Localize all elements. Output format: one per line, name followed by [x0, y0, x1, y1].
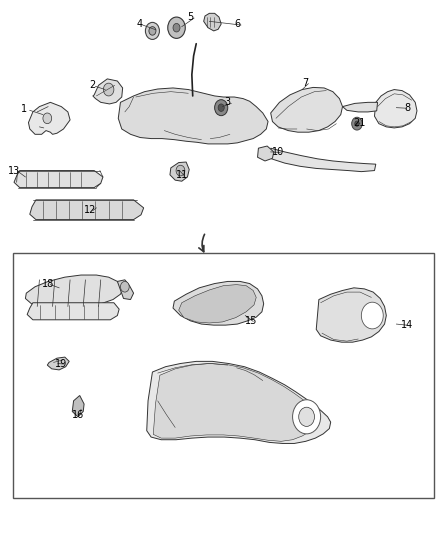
Polygon shape	[179, 285, 256, 323]
Text: 16: 16	[72, 410, 84, 419]
Circle shape	[176, 165, 185, 176]
Circle shape	[149, 27, 156, 35]
Text: 5: 5	[187, 12, 194, 22]
Text: 10: 10	[272, 147, 284, 157]
Circle shape	[352, 117, 362, 130]
Polygon shape	[271, 148, 376, 172]
Circle shape	[103, 83, 114, 96]
Text: 19: 19	[55, 359, 67, 368]
Polygon shape	[204, 13, 221, 31]
Text: 4: 4	[136, 19, 142, 29]
Bar	[13, 253, 434, 498]
Polygon shape	[147, 361, 331, 443]
Polygon shape	[47, 357, 69, 370]
Polygon shape	[153, 364, 320, 441]
Circle shape	[361, 302, 383, 329]
Polygon shape	[118, 88, 268, 144]
Polygon shape	[170, 162, 189, 181]
Polygon shape	[316, 288, 386, 342]
Text: 1: 1	[21, 104, 27, 114]
Polygon shape	[117, 280, 134, 300]
Text: 15: 15	[245, 316, 257, 326]
Polygon shape	[27, 303, 119, 320]
Polygon shape	[30, 200, 144, 220]
Polygon shape	[93, 79, 123, 104]
Text: 14: 14	[401, 320, 413, 330]
Circle shape	[168, 17, 185, 38]
Polygon shape	[173, 281, 264, 325]
Circle shape	[218, 104, 224, 111]
Polygon shape	[72, 395, 84, 417]
Text: 7: 7	[303, 78, 309, 87]
Circle shape	[120, 281, 129, 292]
Polygon shape	[374, 90, 417, 128]
Circle shape	[293, 400, 321, 434]
Text: 11: 11	[176, 170, 188, 180]
Circle shape	[215, 100, 228, 116]
Polygon shape	[28, 102, 70, 134]
Text: 12: 12	[84, 205, 96, 215]
Text: 18: 18	[42, 279, 54, 289]
Polygon shape	[271, 87, 343, 132]
Text: 6: 6	[235, 19, 241, 29]
Circle shape	[145, 22, 159, 39]
Text: 3: 3	[225, 98, 231, 107]
Text: 2: 2	[89, 80, 95, 90]
Circle shape	[299, 407, 314, 426]
Polygon shape	[258, 146, 274, 161]
Text: 13: 13	[8, 166, 20, 175]
Circle shape	[43, 113, 52, 124]
Circle shape	[173, 23, 180, 32]
Text: 8: 8	[404, 103, 410, 112]
Polygon shape	[14, 171, 103, 188]
Polygon shape	[343, 102, 378, 112]
Polygon shape	[25, 275, 124, 308]
Text: 21: 21	[353, 118, 365, 127]
Circle shape	[355, 121, 359, 126]
